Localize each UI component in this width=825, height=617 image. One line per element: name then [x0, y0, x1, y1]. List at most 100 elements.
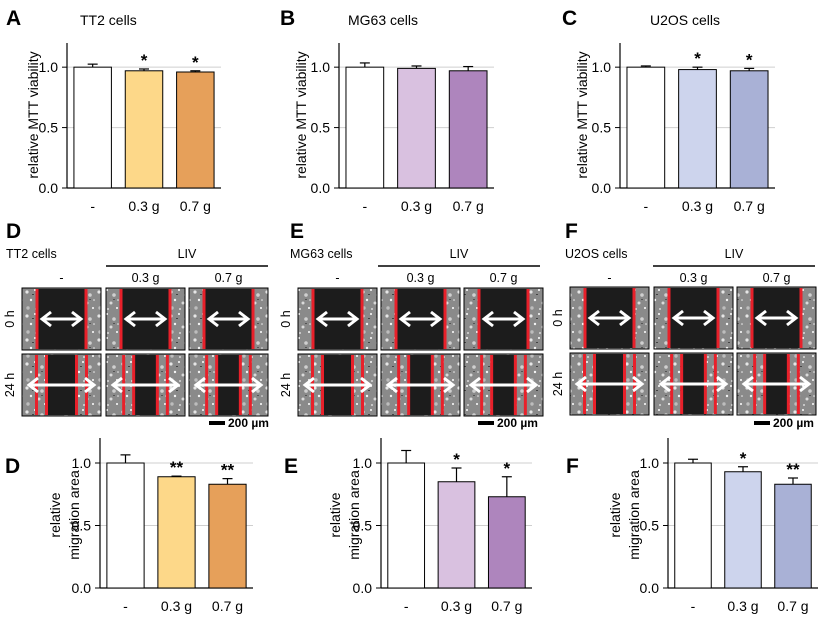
y-axis-label: relative MTT viability: [25, 51, 41, 178]
x-tick-label: 0.3 g: [727, 598, 758, 614]
significance-marker: *: [192, 53, 199, 72]
y-tick-label: 0.0: [592, 180, 612, 196]
bar-chart-a: [62, 43, 221, 189]
arrow-head: [206, 310, 219, 328]
bar: [73, 66, 112, 189]
y-tick-label: 0.0: [353, 580, 373, 596]
panel-label-e: E: [284, 455, 298, 478]
y-tick-label: 0.5: [592, 120, 612, 136]
arrow-head: [347, 310, 360, 328]
x-tick-label: 0.3 g: [682, 198, 713, 214]
arrow-head: [123, 310, 136, 328]
bar: [208, 483, 247, 589]
y-axis-label: relative MTT viability: [293, 51, 309, 178]
y-tick-label: 1.0: [39, 59, 59, 75]
y-axis-label: migration area: [626, 470, 642, 560]
column-label: -: [335, 271, 339, 285]
arrow-head: [619, 309, 632, 327]
image-panel-title: U2OS cells: [565, 247, 628, 261]
column-label: 0.7 g: [215, 271, 243, 285]
arrow-head: [315, 310, 328, 328]
bar-chart-e: [376, 438, 532, 589]
x-tick-label: 0.3 g: [401, 198, 432, 214]
arrow-head: [658, 375, 671, 393]
arrow-head: [26, 376, 39, 394]
arrow-head: [574, 375, 587, 393]
scale-bar-label: 200 µm: [497, 416, 538, 430]
chart-title-a: TT2 cells: [80, 12, 137, 28]
column-label: 0.7 g: [763, 271, 791, 285]
y-axis-label: migration area: [346, 470, 362, 560]
arrow-head: [587, 309, 600, 327]
column-label: 0.3 g: [132, 271, 160, 285]
bar: [176, 71, 215, 189]
arrow-head: [716, 375, 729, 393]
bar: [678, 69, 717, 189]
arrow-head: [385, 376, 398, 394]
bar: [124, 70, 164, 189]
x-tick-label: -: [643, 198, 648, 214]
arrow-head: [360, 376, 373, 394]
column-label: 0.3 g: [407, 271, 435, 285]
y-tick-label: 0.5: [311, 120, 331, 136]
x-tick-label: 0.3 g: [128, 198, 159, 214]
panel-label-d: D: [5, 455, 20, 478]
scratch-images-f: [569, 265, 817, 425]
bar: [397, 67, 436, 189]
arrow-head: [632, 375, 645, 393]
significance-marker: *: [746, 50, 753, 69]
y-tick-label: 0.5: [353, 518, 373, 534]
panel-label-f: F: [566, 455, 579, 478]
arrow-head: [430, 310, 443, 328]
bar-chart-c: [615, 43, 775, 189]
y-tick-label: 1.0: [72, 455, 92, 471]
arrow-head: [193, 376, 206, 394]
arrow-head: [526, 376, 539, 394]
panel-label-f: F: [565, 220, 578, 243]
bar: [674, 462, 712, 589]
y-axis-label: relative: [47, 492, 63, 537]
bar: [626, 66, 666, 189]
bar: [487, 496, 526, 589]
scratch-images-d: [21, 265, 269, 425]
row-label: 0 h: [279, 310, 293, 327]
x-tick-label: 0.7 g: [212, 598, 243, 614]
arrow-head: [398, 310, 411, 328]
row-label: 0 h: [551, 309, 565, 326]
bar: [106, 462, 145, 589]
bar: [774, 483, 812, 589]
arrow-head: [39, 310, 52, 328]
arrow-head: [671, 309, 684, 327]
scale-bar-label: 200 µm: [773, 416, 814, 430]
y-tick-label: 0.0: [311, 180, 331, 196]
panel-label-c: C: [562, 7, 577, 30]
arrow-head: [238, 310, 251, 328]
column-label: -: [607, 271, 611, 285]
column-label: 0.7 g: [490, 271, 518, 285]
x-tick-label: 0.7 g: [453, 198, 484, 214]
arrow-head: [168, 376, 181, 394]
bar: [448, 70, 488, 189]
x-tick-label: 0.7 g: [777, 598, 808, 614]
y-tick-label: 1.0: [640, 455, 660, 471]
group-label: LIV: [450, 247, 469, 261]
row-label: 24 h: [551, 372, 565, 396]
bar-chart-b: [334, 43, 494, 189]
arrow-head: [786, 309, 799, 327]
scale-bar-label: 200 µm: [228, 416, 269, 430]
arrow-head: [84, 376, 97, 394]
significance-marker: *: [694, 49, 701, 68]
arrow-head: [754, 309, 767, 327]
column-label: 0.3 g: [680, 271, 708, 285]
y-axis-label: relative: [327, 492, 343, 537]
bar: [157, 476, 196, 589]
scratch-images-e: [297, 265, 544, 425]
x-tick-label: -: [90, 198, 95, 214]
significance-marker: *: [740, 449, 747, 468]
y-tick-label: 1.0: [353, 455, 373, 471]
x-tick-label: -: [404, 598, 409, 614]
significance-marker: *: [141, 51, 148, 70]
panel-label-b: B: [280, 7, 295, 30]
panel-label-e: E: [290, 220, 304, 243]
bar: [345, 66, 385, 189]
